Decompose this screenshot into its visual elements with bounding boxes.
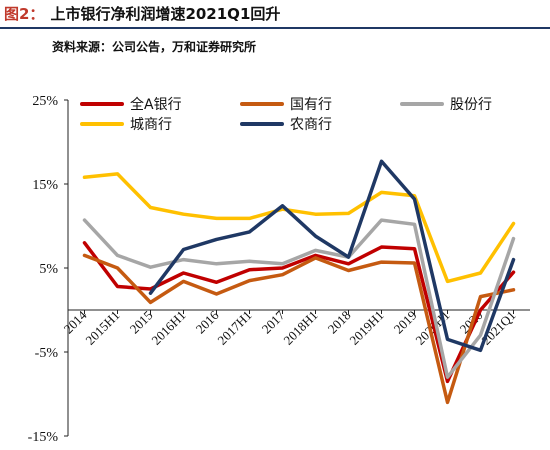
x-tick-label: 2014 <box>61 307 90 336</box>
series-line-1 <box>82 253 516 405</box>
x-tick-label: 2018 <box>325 308 354 337</box>
series-line-2 <box>82 218 516 379</box>
legend-label-1: 国有行 <box>290 97 332 113</box>
legend-label-2: 股份行 <box>450 97 492 113</box>
legend-label-3: 城商行 <box>130 117 172 133</box>
figure-label: 图2： <box>4 4 45 23</box>
figure-title: 上市银行净利润增速2021Q1回升 <box>50 4 281 23</box>
legend-label-4: 农商行 <box>290 117 332 133</box>
x-tick-label: 2019 <box>391 308 420 337</box>
x-tick-label: 2017 <box>259 307 288 336</box>
y-tick-label: 5% <box>39 262 58 277</box>
figure-title-bar: 图2： 上市银行净利润增速2021Q1回升 <box>0 0 550 26</box>
x-tick-label: 2018H1 <box>280 308 320 348</box>
title-rule <box>0 27 550 29</box>
y-tick-label: 15% <box>32 178 58 193</box>
x-tick-label: 2015H1 <box>82 308 122 348</box>
series-line-3 <box>82 172 516 284</box>
y-tick-label: 25% <box>32 94 58 109</box>
y-tick-label: -5% <box>35 346 59 361</box>
legend-label-0: 全A银行 <box>130 96 182 113</box>
x-tick-label: 2016H1 <box>148 308 188 348</box>
figure-source: 资料来源：公司公告，万和证券研究所 <box>52 40 257 54</box>
series-line-4 <box>148 159 516 353</box>
x-tick-label: 2015 <box>127 308 156 337</box>
x-tick-label: 2016 <box>193 307 222 336</box>
x-tick-label: 2017H1 <box>214 308 254 348</box>
y-tick-label: -15% <box>28 430 59 445</box>
x-tick-label: 2019H1 <box>346 308 386 348</box>
